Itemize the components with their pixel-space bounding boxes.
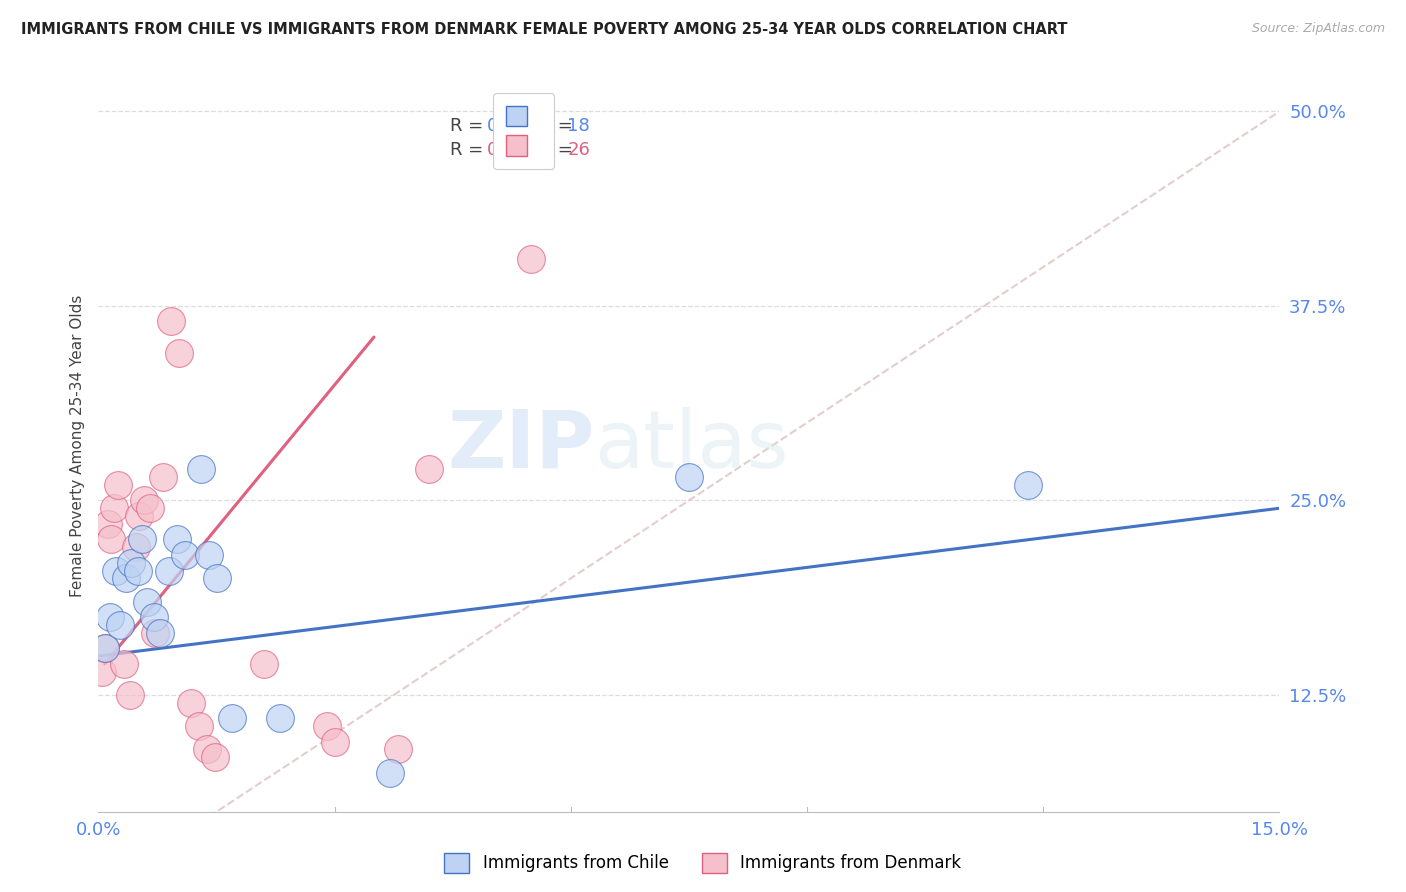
Point bbox=[103, 501, 125, 516]
Point bbox=[188, 719, 211, 733]
Point bbox=[167, 345, 190, 359]
Point bbox=[100, 533, 122, 547]
Point bbox=[418, 462, 440, 476]
Point bbox=[190, 462, 212, 476]
Point bbox=[131, 533, 153, 547]
Point bbox=[143, 625, 166, 640]
Point bbox=[125, 540, 148, 554]
Point bbox=[142, 610, 165, 624]
Point bbox=[110, 618, 132, 632]
Point bbox=[180, 696, 202, 710]
Text: 26: 26 bbox=[567, 141, 591, 159]
Point bbox=[204, 750, 226, 764]
Point bbox=[104, 564, 127, 578]
Point bbox=[166, 533, 188, 547]
Point bbox=[97, 516, 120, 531]
Point bbox=[149, 625, 172, 640]
Text: R =: R = bbox=[450, 141, 489, 159]
Text: IMMIGRANTS FROM CHILE VS IMMIGRANTS FROM DENMARK FEMALE POVERTY AMONG 25-34 YEAR: IMMIGRANTS FROM CHILE VS IMMIGRANTS FROM… bbox=[21, 22, 1067, 37]
Point bbox=[323, 734, 346, 748]
Point bbox=[98, 610, 121, 624]
Point bbox=[132, 493, 155, 508]
Legend: Immigrants from Chile, Immigrants from Denmark: Immigrants from Chile, Immigrants from D… bbox=[437, 847, 969, 880]
Text: N =: N = bbox=[527, 141, 579, 159]
Point bbox=[269, 711, 291, 725]
Point bbox=[112, 657, 135, 671]
Point bbox=[205, 571, 228, 585]
Point bbox=[127, 564, 149, 578]
Point bbox=[152, 470, 174, 484]
Point bbox=[221, 711, 243, 725]
Point bbox=[174, 548, 197, 562]
Point bbox=[197, 548, 219, 562]
Y-axis label: Female Poverty Among 25-34 Year Olds: Female Poverty Among 25-34 Year Olds bbox=[69, 295, 84, 597]
Point bbox=[90, 665, 112, 679]
Text: R =: R = bbox=[450, 117, 489, 135]
Point bbox=[520, 252, 543, 267]
Point bbox=[93, 641, 115, 656]
Point bbox=[118, 688, 141, 702]
Text: N =: N = bbox=[527, 117, 579, 135]
Point bbox=[136, 594, 159, 608]
Text: 18: 18 bbox=[567, 117, 591, 135]
Point bbox=[378, 765, 401, 780]
Point bbox=[121, 556, 143, 570]
Point bbox=[253, 657, 276, 671]
Text: 0.445: 0.445 bbox=[486, 141, 538, 159]
Text: ZIP: ZIP bbox=[447, 407, 595, 485]
Point bbox=[157, 564, 180, 578]
Point bbox=[315, 719, 337, 733]
Text: 0.337: 0.337 bbox=[486, 117, 538, 135]
Point bbox=[387, 742, 409, 756]
Point bbox=[128, 509, 150, 524]
Point bbox=[138, 501, 160, 516]
Point bbox=[195, 742, 218, 756]
Text: Source: ZipAtlas.com: Source: ZipAtlas.com bbox=[1251, 22, 1385, 36]
Point bbox=[115, 571, 138, 585]
Point bbox=[93, 641, 115, 656]
Point bbox=[1017, 478, 1039, 492]
Legend: , : , bbox=[494, 93, 554, 169]
Point bbox=[107, 478, 129, 492]
Point bbox=[160, 314, 183, 328]
Point bbox=[678, 470, 700, 484]
Text: atlas: atlas bbox=[595, 407, 789, 485]
